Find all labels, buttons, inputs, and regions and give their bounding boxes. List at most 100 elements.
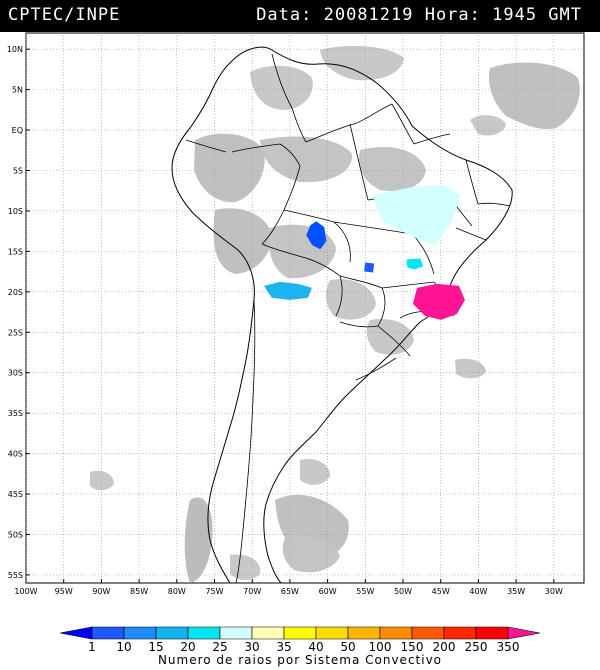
lat-label: 30S bbox=[8, 369, 23, 378]
border-paraguay bbox=[339, 275, 386, 328]
lat-label: 50S bbox=[8, 530, 23, 539]
cell-goias bbox=[406, 258, 424, 270]
border-uruguay bbox=[355, 357, 397, 381]
legend-labels: 1 10 15 20 25 30 35 40 50 100 150 200 250 350 bbox=[88, 640, 519, 654]
lightning-layer bbox=[263, 184, 465, 320]
lon-label: 40W bbox=[469, 587, 487, 596]
border-brazil-states-northeast bbox=[455, 159, 511, 241]
latitude-labels: 10N 5N EQ 5S 10S 15S 20S 25S 30S 35S 40S 45S 50S 55S bbox=[7, 45, 30, 580]
cell-bolivia-south bbox=[263, 281, 312, 300]
legend-tick-label: 200 bbox=[433, 640, 456, 654]
lon-label: 65W bbox=[281, 587, 299, 596]
legend-tick-label: 25 bbox=[212, 640, 227, 654]
legend-tick-label: 150 bbox=[401, 640, 424, 654]
cloud-pacific-north bbox=[488, 62, 580, 130]
legend-swatch bbox=[59, 626, 93, 640]
border-colombia-peru bbox=[231, 143, 301, 167]
legend-swatch bbox=[91, 626, 125, 640]
legend-tick-label: 20 bbox=[180, 640, 195, 654]
lon-label: 30W bbox=[545, 587, 563, 596]
legend-swatch bbox=[507, 626, 541, 640]
lon-label: 95W bbox=[55, 587, 73, 596]
lon-label: 80W bbox=[168, 587, 186, 596]
lon-label: 70W bbox=[243, 587, 261, 596]
lon-label: 85W bbox=[130, 587, 148, 596]
legend-swatch bbox=[443, 626, 477, 640]
lon-label: 100W bbox=[14, 587, 37, 596]
lat-lon-grid bbox=[26, 33, 584, 583]
lon-label: 35W bbox=[507, 587, 525, 596]
lat-label: 55S bbox=[8, 571, 23, 580]
legend-tick-label: 35 bbox=[276, 640, 291, 654]
legend-tick-label: 50 bbox=[340, 640, 355, 654]
legend-colorbar bbox=[59, 626, 541, 640]
cloud-amazon-west bbox=[194, 133, 265, 203]
border-bolivia bbox=[261, 243, 343, 317]
legend-tick-label: 250 bbox=[465, 640, 488, 654]
legend-swatch bbox=[411, 626, 445, 640]
legend-swatch bbox=[379, 626, 413, 640]
legend-tick-label: 350 bbox=[497, 640, 520, 654]
cell-sao-paulo bbox=[412, 283, 465, 320]
lat-label: 10S bbox=[8, 207, 23, 216]
cloud-brazil-east bbox=[358, 146, 426, 192]
cloud-tierra-del-fuego bbox=[282, 535, 340, 573]
south-america-coast bbox=[171, 46, 513, 583]
legend-swatch bbox=[251, 626, 285, 640]
cloud-layer bbox=[90, 45, 580, 583]
legend-swatch bbox=[123, 626, 157, 640]
lat-label: 5S bbox=[13, 167, 23, 176]
legend-title: Numero de raios por Sistema Convectivo bbox=[157, 653, 443, 667]
lon-label: 75W bbox=[205, 587, 223, 596]
map-content bbox=[26, 33, 584, 583]
border-colombia-venezuela bbox=[271, 53, 307, 143]
lat-label: 5N bbox=[12, 86, 23, 95]
legend-swatch bbox=[283, 626, 317, 640]
lon-label: 45W bbox=[432, 587, 450, 596]
legend-swatch bbox=[475, 626, 509, 640]
lat-label: 15S bbox=[8, 247, 23, 256]
lat-label: 40S bbox=[8, 450, 23, 459]
cell-bolivia-north bbox=[306, 221, 327, 250]
header-title: CPTEC/INPE bbox=[8, 5, 121, 25]
cloud-peru bbox=[213, 208, 272, 274]
legend-swatch bbox=[347, 626, 381, 640]
lon-label: 90W bbox=[92, 587, 110, 596]
legend-swatch bbox=[219, 626, 253, 640]
border-guianas bbox=[391, 103, 451, 145]
cloud-venezuela bbox=[320, 45, 404, 81]
border-argentina-brazil bbox=[377, 325, 411, 357]
lat-label: 10N bbox=[7, 45, 23, 54]
lon-label: 55W bbox=[356, 587, 374, 596]
border-ecuador bbox=[185, 139, 227, 153]
legend-tick-label: 30 bbox=[244, 640, 259, 654]
legend-tick-label: 15 bbox=[148, 640, 163, 654]
cell-piaui bbox=[373, 184, 462, 245]
legend-tick-label: 100 bbox=[369, 640, 392, 654]
legend-swatch bbox=[315, 626, 349, 640]
legend-tick-label: 40 bbox=[308, 640, 323, 654]
cloud-atlantic-north bbox=[470, 115, 506, 136]
lon-label: 60W bbox=[319, 587, 337, 596]
lat-label: 45S bbox=[8, 490, 23, 499]
legend-tick-label: 1 bbox=[88, 640, 96, 654]
header-bar: CPTEC/INPE Data: 20081219 Hora: 1945 GMT bbox=[0, 0, 600, 32]
cloud-patagonia-west bbox=[184, 497, 213, 583]
lon-label: 50W bbox=[394, 587, 412, 596]
lat-label: 25S bbox=[8, 328, 23, 337]
border-venezuela-brazil bbox=[305, 103, 393, 143]
legend-tick-label: 10 bbox=[116, 640, 131, 654]
border-chile-argentina bbox=[235, 299, 256, 583]
legend-swatch bbox=[155, 626, 189, 640]
cloud-argentina-coast bbox=[300, 458, 330, 485]
lat-label: EQ bbox=[12, 126, 23, 135]
cloud-pacific-west bbox=[90, 470, 114, 491]
cell-mato-grosso bbox=[364, 262, 375, 273]
longitude-labels: 100W 95W 90W 85W 80W 75W 70W 65W 60W 55W 50W 45W 40W… bbox=[14, 579, 563, 596]
legend-swatch bbox=[187, 626, 221, 640]
lat-label: 20S bbox=[8, 288, 23, 297]
coastline bbox=[171, 46, 513, 583]
cloud-colombia bbox=[250, 65, 313, 110]
lat-label: 35S bbox=[8, 409, 23, 418]
